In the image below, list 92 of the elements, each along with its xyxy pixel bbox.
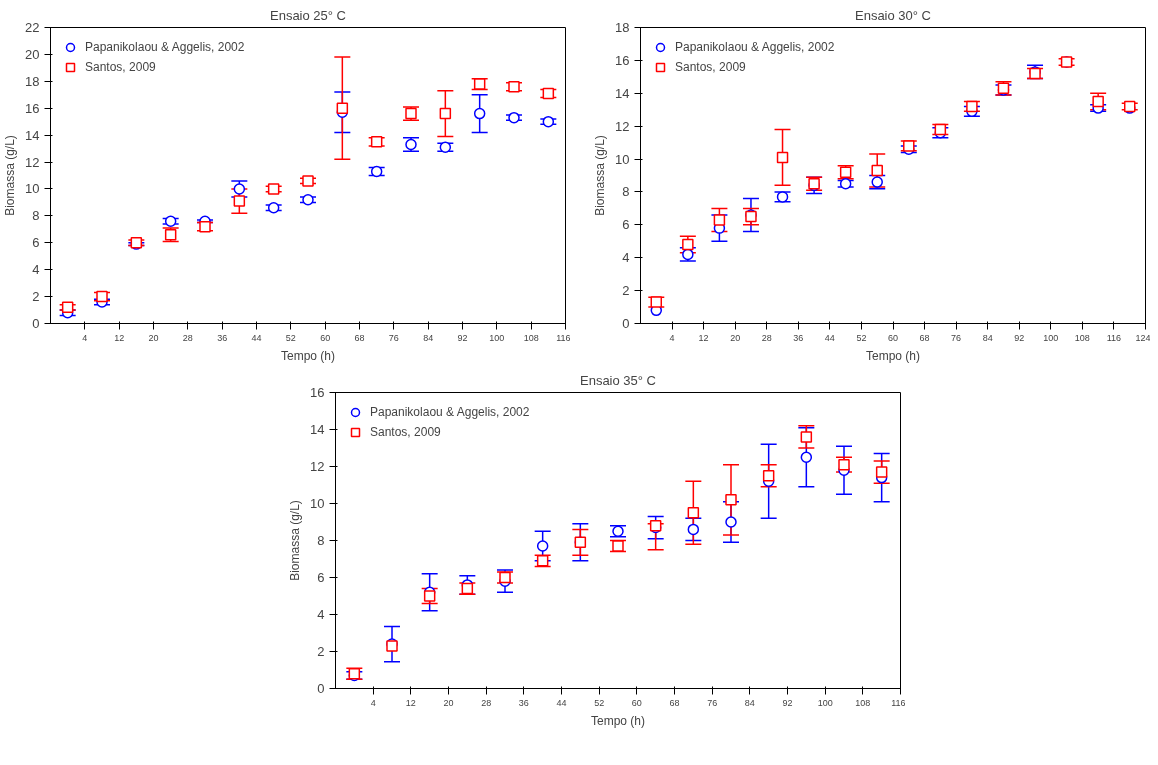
x-tick-label: 36 [518,697,529,708]
legend-label: Santos, 2009 [370,425,441,439]
x-tick-label: 36 [217,332,228,343]
y-tick-label: 0 [317,681,325,696]
y-tick-label: 20 [25,46,40,62]
x-tick-label: 28 [182,332,193,343]
y-tick-label: 16 [310,385,325,400]
chart-title: Ensaio 30° C [854,7,932,23]
y-tick-label: 2 [622,283,630,299]
chart-title: Ensaio 25° C [269,7,347,23]
x-tick-label: 84 [423,332,434,343]
x-tick-label: 20 [443,697,454,708]
x-tick-label: 68 [669,697,680,708]
legend-label: Santos, 2009 [85,60,156,74]
x-tick-label: 60 [887,332,899,343]
legend-label: Papanikolaou & Aggelis, 2002 [370,405,530,419]
x-tick-label: 92 [457,332,468,343]
y-tick-label: 12 [25,154,40,170]
y-tick-label: 10 [615,151,630,167]
y-axis-title: Biomassa (g/L) [3,135,18,216]
y-tick-label: 0 [32,316,40,331]
legend-label: Papanikolaou & Aggelis, 2002 [85,40,245,54]
y-tick-label: 10 [310,496,325,511]
x-tick-label: 12 [698,332,709,343]
x-axis-title: Tempo (h) [590,713,646,728]
x-tick-label: 60 [631,697,642,708]
x-tick-label: 4 [82,332,88,343]
x-tick-label: 52 [594,697,605,708]
y-tick-label: 12 [615,118,630,134]
x-tick-label: 52 [285,332,296,343]
y-tick-label: 18 [615,20,630,35]
y-tick-label: 16 [25,100,40,116]
y-tick-label: 0 [622,316,630,331]
x-tick-label: 76 [951,332,962,343]
x-tick-label: 100 [817,697,833,708]
x-tick-label: 92 [782,697,793,708]
y-tick-label: 14 [25,127,40,143]
x-tick-label: 52 [856,332,867,343]
x-tick-label: 60 [320,332,331,343]
x-tick-label: 116 [891,697,906,708]
x-tick-label: 4 [669,332,675,343]
x-tick-label: 68 [354,332,365,343]
x-tick-label: 84 [982,332,993,343]
legend-label: Santos, 2009 [675,60,746,74]
x-tick-label: 84 [744,697,755,708]
x-tick-label: 92 [1014,332,1025,343]
x-tick-label: 20 [148,332,159,343]
y-tick-label: 14 [615,85,630,101]
y-tick-label: 8 [32,208,40,224]
x-tick-label: 100 [1043,332,1059,343]
x-tick-label: 44 [556,697,567,708]
y-tick-label: 18 [25,73,40,89]
y-tick-label: 22 [25,20,40,35]
x-tick-label: 68 [919,332,930,343]
y-tick-label: 8 [622,184,630,200]
x-tick-label: 36 [793,332,804,343]
x-axis-title: Tempo (h) [280,348,336,363]
legend-label: Papanikolaou & Aggelis, 2002 [675,40,835,54]
y-tick-label: 12 [310,459,325,474]
x-tick-label: 76 [707,697,718,708]
y-tick-label: 16 [615,52,630,68]
x-tick-label: 108 [1074,332,1090,343]
x-tick-label: 12 [114,332,125,343]
chart-title: Ensaio 35° C [579,372,657,388]
x-tick-label: 28 [761,332,772,343]
y-tick-label: 10 [25,181,40,197]
x-tick-label: 44 [824,332,835,343]
y-tick-label: 4 [317,607,325,622]
x-tick-label: 100 [489,332,505,343]
y-tick-label: 4 [32,262,40,278]
x-tick-label: 44 [251,332,262,343]
x-tick-label: 108 [523,332,539,343]
x-tick-label: 108 [855,697,871,708]
x-tick-label: 4 [370,697,376,708]
y-tick-label: 6 [317,570,325,585]
x-tick-label: 116 [1106,332,1122,343]
y-tick-label: 2 [317,644,325,659]
x-tick-label: 76 [388,332,399,343]
y-tick-label: 14 [310,422,325,437]
y-axis-title: Biomassa (g/L) [593,135,608,216]
y-tick-label: 2 [32,289,40,305]
y-axis-title: Biomassa (g/L) [288,500,303,581]
x-tick-label: 124 [1135,332,1151,343]
y-tick-label: 6 [32,235,40,251]
x-axis-title: Tempo (h) [865,348,921,363]
y-tick-label: 8 [317,533,325,548]
x-tick-label: 12 [405,697,416,708]
x-tick-label: 116 [556,332,571,343]
x-tick-label: 20 [730,332,741,343]
y-tick-label: 4 [622,250,630,266]
y-tick-label: 6 [622,217,630,233]
x-tick-label: 28 [481,697,492,708]
